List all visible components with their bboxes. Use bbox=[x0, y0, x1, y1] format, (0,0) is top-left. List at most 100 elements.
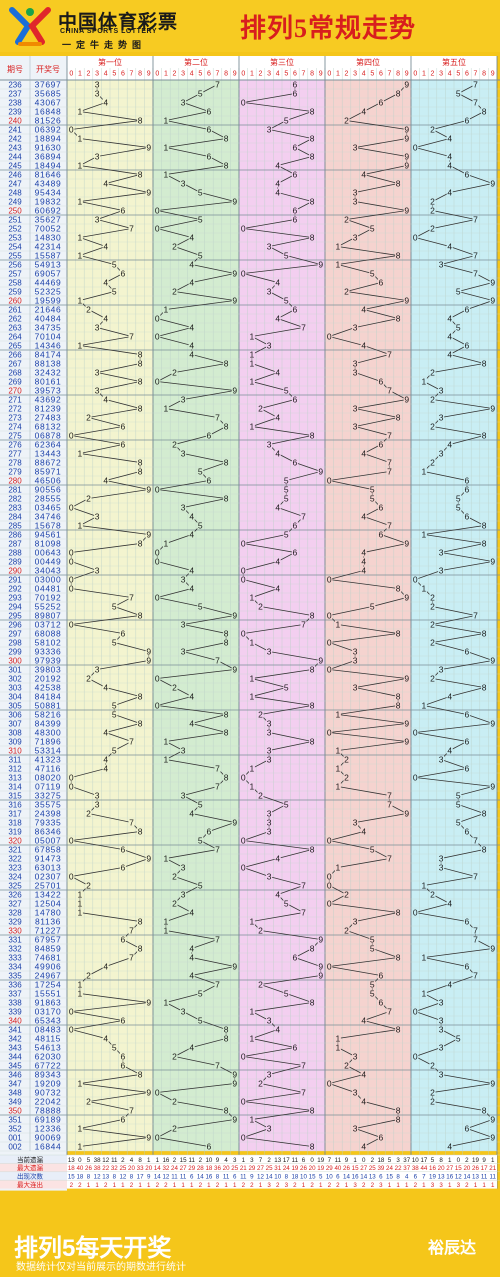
digit-mark: 4 bbox=[103, 98, 108, 108]
stats-value: 5 bbox=[87, 1157, 91, 1164]
digit-mark-bg bbox=[257, 926, 264, 935]
digit-mark-bg bbox=[429, 620, 436, 629]
digit-mark-bg bbox=[360, 1070, 367, 1079]
stats-value: 5 bbox=[319, 1174, 323, 1181]
digit-mark: 6 bbox=[465, 305, 470, 315]
digit-mark: 5 bbox=[456, 494, 461, 504]
draw-number: 79335 bbox=[35, 817, 62, 827]
digit-header: 9 bbox=[491, 71, 495, 78]
digit-mark: 0 bbox=[69, 773, 74, 783]
digit-mark: 4 bbox=[361, 1016, 366, 1026]
digit-mark-bg bbox=[274, 368, 281, 377]
digit-mark-bg bbox=[154, 332, 161, 341]
stats-value: 13 bbox=[274, 1157, 281, 1164]
stats-value: 2 bbox=[465, 1157, 469, 1164]
digit-mark: 1 bbox=[78, 989, 83, 999]
digit-mark-bg bbox=[317, 656, 324, 665]
digit-mark-bg bbox=[377, 503, 384, 512]
issue-number: 301 bbox=[8, 665, 22, 674]
digit-mark-bg bbox=[395, 629, 402, 638]
draw-number: 12504 bbox=[35, 898, 62, 908]
draw-number: 39573 bbox=[35, 385, 62, 395]
stats-value: 16 bbox=[446, 1174, 453, 1181]
stats-value: 14 bbox=[343, 1174, 350, 1181]
digit-mark: 2 bbox=[430, 458, 435, 468]
digit-header: 4 bbox=[448, 71, 452, 78]
stats-value: 1 bbox=[345, 1182, 349, 1189]
digit-mark: 2 bbox=[430, 422, 435, 432]
digit-mark: 0 bbox=[155, 314, 160, 324]
digit-mark-bg bbox=[386, 791, 393, 800]
digit-header: 9 bbox=[147, 71, 151, 78]
digit-mark-bg bbox=[111, 746, 118, 755]
draw-number: 19832 bbox=[35, 196, 62, 206]
issue-number: 350 bbox=[8, 1106, 22, 1115]
stats-cell-bg bbox=[411, 1180, 497, 1189]
draw-number: 34746 bbox=[35, 511, 62, 521]
issue-number: 287 bbox=[8, 539, 22, 548]
digit-mark-bg bbox=[76, 107, 83, 116]
digit-mark: 8 bbox=[482, 431, 487, 441]
draw-number: 47116 bbox=[35, 763, 61, 773]
digit-mark-bg bbox=[231, 962, 238, 971]
digit-mark-bg bbox=[352, 359, 359, 368]
stats-value: 16 bbox=[429, 1165, 436, 1172]
digit-mark-bg bbox=[137, 359, 144, 368]
digit-mark-bg bbox=[76, 890, 83, 899]
digit-mark: 2 bbox=[86, 305, 91, 315]
stats-value: 40 bbox=[76, 1165, 83, 1172]
stats-cell-bg bbox=[153, 1163, 239, 1172]
digit-mark: 2 bbox=[172, 287, 177, 297]
digit-mark-bg bbox=[223, 494, 230, 503]
digit-mark-bg bbox=[162, 539, 169, 548]
digit-mark-bg bbox=[188, 944, 195, 953]
digit-mark: 0 bbox=[241, 566, 246, 576]
digit-mark-bg bbox=[291, 89, 298, 98]
digit-mark-bg bbox=[472, 251, 479, 260]
issue-number: 348 bbox=[8, 1088, 22, 1097]
draw-number: 13443 bbox=[35, 448, 62, 458]
digit-mark-bg bbox=[463, 827, 470, 836]
digit-header: 9 bbox=[405, 71, 409, 78]
digit-mark-bg bbox=[266, 827, 273, 836]
digit-mark-bg bbox=[85, 305, 92, 314]
digit-mark: 0 bbox=[155, 485, 160, 495]
digit-mark: 8 bbox=[396, 1115, 401, 1125]
digit-mark-bg bbox=[438, 755, 445, 764]
digit-mark-bg bbox=[205, 107, 212, 116]
digit-mark: 5 bbox=[370, 944, 375, 954]
digit-mark-bg bbox=[386, 521, 393, 530]
draw-number: 88138 bbox=[35, 358, 62, 368]
digit-mark: 8 bbox=[310, 845, 315, 855]
digit-mark: 4 bbox=[361, 1097, 366, 1107]
digit-mark: 3 bbox=[267, 125, 272, 135]
digit-mark-bg bbox=[119, 629, 126, 638]
digit-mark: 4 bbox=[189, 233, 194, 243]
stats-value: 11 bbox=[292, 1157, 299, 1164]
stats-value: 20 bbox=[309, 1165, 316, 1172]
digit-mark: 3 bbox=[353, 917, 358, 927]
digit-mark-bg bbox=[180, 791, 187, 800]
draw-number: 60692 bbox=[35, 205, 62, 215]
digit-header: 3 bbox=[95, 71, 99, 78]
digit-mark-bg bbox=[76, 908, 83, 917]
issue-number: 339 bbox=[8, 1007, 22, 1016]
digit-mark-bg bbox=[248, 332, 255, 341]
digit-mark-bg bbox=[446, 899, 453, 908]
issue-number: 266 bbox=[8, 350, 22, 359]
digit-mark-bg bbox=[352, 197, 359, 206]
digit-mark-bg bbox=[94, 791, 101, 800]
digit-mark: 3 bbox=[267, 809, 272, 819]
stats-value: 2 bbox=[362, 1182, 366, 1189]
digit-mark-bg bbox=[481, 683, 488, 692]
digit-mark: 4 bbox=[361, 548, 366, 558]
draw-number: 44469 bbox=[35, 277, 62, 287]
draw-number: 94561 bbox=[35, 529, 62, 539]
stats-value: 1 bbox=[405, 1182, 409, 1189]
digit-mark-bg bbox=[231, 611, 238, 620]
stats-value: 6 bbox=[190, 1174, 194, 1181]
digit-mark: 0 bbox=[69, 782, 74, 792]
digit-mark-bg bbox=[352, 818, 359, 827]
digit-mark-bg bbox=[489, 1079, 496, 1088]
digit-mark-bg bbox=[300, 323, 307, 332]
